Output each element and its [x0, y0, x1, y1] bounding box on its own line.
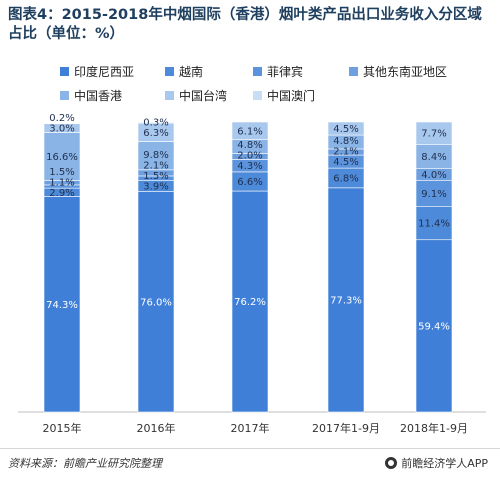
data-label: 1.1% — [49, 177, 74, 188]
data-label: 4.5% — [333, 124, 358, 135]
x-tick-label: 2017年1-9月 — [312, 421, 380, 435]
data-label: 4.0% — [421, 170, 446, 181]
legend-label: 印度尼西亚 — [74, 65, 135, 79]
bar-segment — [137, 191, 175, 413]
bar-segment — [415, 144, 453, 169]
legend-swatch — [253, 67, 262, 76]
chart-title: 图表4：2015-2018年中烟国际（香港）烟叶类产品出口业务收入分区域占比（单… — [8, 7, 482, 42]
legend-item-macau: 中国澳门 — [253, 87, 349, 104]
legend-label: 其他东南亚地区 — [363, 65, 448, 79]
data-label: 9.8% — [143, 150, 168, 161]
legend-item-philippines: 菲律宾 — [253, 63, 349, 80]
data-label: 2.9% — [49, 188, 74, 199]
data-label: 2.1% — [333, 147, 358, 158]
legend-item-indonesia: 印度尼西亚 — [60, 63, 165, 80]
data-label: 7.7% — [421, 129, 446, 140]
legend-swatch — [60, 67, 69, 76]
data-label: 77.3% — [330, 295, 362, 306]
bar-segment — [415, 239, 453, 413]
data-label: 76.2% — [234, 297, 266, 308]
wechat-icon — [385, 457, 398, 469]
legend-item-hongkong: 中国香港 — [60, 87, 165, 104]
data-label: 1.5% — [49, 167, 74, 178]
data-label: 6.6% — [237, 177, 262, 188]
data-label: 6.3% — [143, 128, 168, 139]
data-label: 0.2% — [49, 113, 74, 124]
legend-swatch — [165, 67, 174, 76]
legend-swatch — [165, 91, 174, 100]
legend-label: 菲律宾 — [267, 65, 304, 79]
data-label: 74.3% — [46, 300, 78, 311]
source-note: 资料来源：前瞻产业研究院整理 — [8, 457, 162, 470]
legend-row-1: 印度尼西亚 越南 菲律宾 其他东南亚地区 — [60, 63, 480, 80]
bar-segment — [327, 121, 365, 136]
legend-label: 中国澳门 — [267, 89, 316, 103]
bar-segment — [415, 121, 453, 145]
data-label: 8.4% — [421, 152, 446, 163]
data-label: 9.1% — [421, 189, 446, 200]
legend-row-2: 中国香港 中国台湾 中国澳门 — [60, 87, 480, 104]
data-label: 2.0% — [237, 151, 262, 162]
brand-credit: 前瞻经济学人APP — [385, 455, 488, 471]
data-label: 4.8% — [237, 140, 262, 151]
x-tick-label: 2016年 — [137, 421, 176, 435]
legend-swatch — [253, 91, 262, 100]
data-label: 4.8% — [333, 136, 358, 147]
chart-legend: 印度尼西亚 越南 菲律宾 其他东南亚地区 中国香港 中国台湾 中国澳门 — [60, 63, 480, 111]
bar-segment — [137, 121, 175, 124]
legend-item-other-sea: 其他东南亚地区 — [349, 63, 479, 80]
legend-item-taiwan: 中国台湾 — [165, 87, 253, 104]
legend-label: 中国香港 — [74, 89, 123, 103]
bar-segment — [231, 190, 269, 413]
data-label: 0.3% — [143, 117, 168, 128]
data-label: 3.0% — [49, 124, 74, 135]
legend-label: 中国台湾 — [179, 89, 228, 103]
x-tick-label: 2015年 — [43, 421, 82, 435]
data-label: 2.1% — [143, 160, 168, 171]
data-label: 1.5% — [143, 171, 168, 182]
bar-segment — [43, 132, 81, 181]
data-label: 11.4% — [418, 219, 450, 230]
data-label: 3.9% — [143, 181, 168, 192]
brand-label: 前瞻经济学人APP — [401, 457, 488, 470]
bar-segment — [231, 121, 269, 140]
stacked-bar-chart: 2015年 2016年 2017年 2017年1-9月 2018年1-9月 74.3% 2.… — [18, 113, 486, 435]
footer-divider — [0, 448, 500, 449]
data-label: 76.0% — [140, 297, 172, 308]
legend-swatch — [60, 91, 69, 100]
x-tick-label: 2018年1-9月 — [400, 421, 468, 435]
data-label: 6.8% — [333, 173, 358, 184]
data-label: 6.1% — [237, 126, 262, 137]
data-label: 59.4% — [418, 321, 450, 332]
x-tick-label: 2017年 — [231, 421, 270, 435]
data-label: 16.6% — [46, 152, 78, 163]
legend-swatch — [349, 67, 358, 76]
data-label: 4.5% — [333, 157, 358, 168]
data-label: 4.3% — [237, 161, 262, 172]
bar-segment — [415, 206, 453, 241]
bar-segment — [43, 122, 81, 125]
legend-item-vietnam: 越南 — [165, 63, 253, 80]
bar-segment — [327, 187, 365, 413]
legend-label: 越南 — [179, 65, 204, 79]
bar-segment — [43, 196, 81, 413]
bar-segment — [137, 141, 175, 171]
